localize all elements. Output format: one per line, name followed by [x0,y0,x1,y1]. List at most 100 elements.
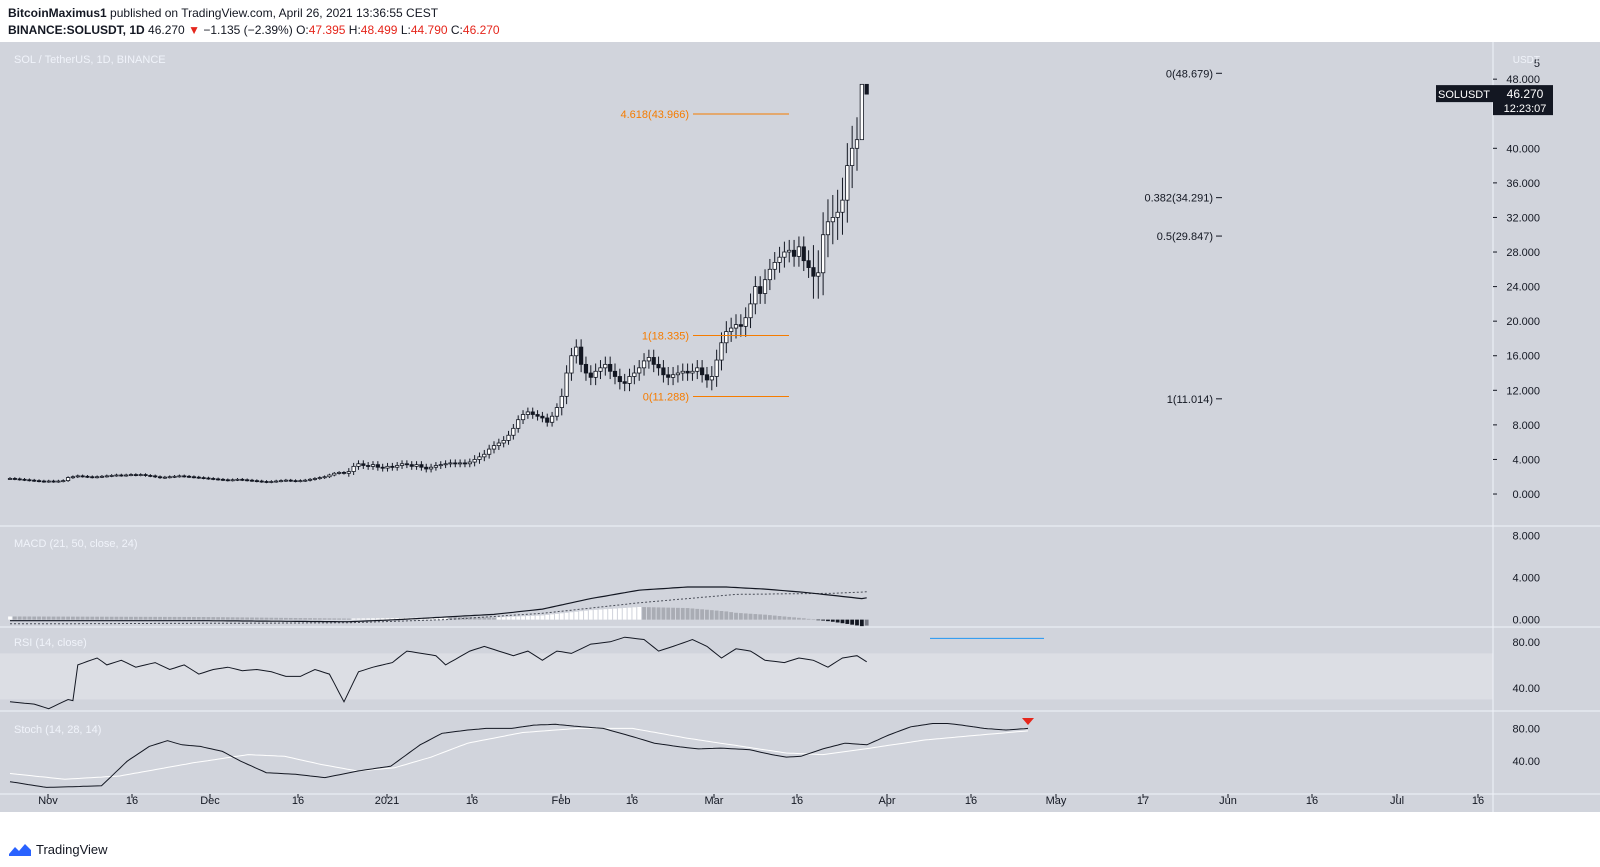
macd-pane[interactable]: MACD (21, 50, close, 24) [8,538,869,627]
macd-histogram-bar [327,618,332,620]
candle-body [201,477,206,480]
candle-body [588,372,593,378]
macd-histogram-bar [525,616,530,620]
macd-histogram-bar [690,608,695,620]
price-change: −1.135 (−2.39%) [203,23,293,37]
macd-histogram-bar [133,616,138,620]
macd-histogram-bar [550,614,554,620]
macd-histogram-bar [743,613,748,620]
candle-body [666,374,671,378]
macd-histogram-bar [516,616,521,620]
candle-body [690,370,695,374]
candle-body [850,147,855,166]
macd-histogram-bar [671,607,675,620]
macd-histogram-bar [274,617,279,620]
candle-body [414,464,419,467]
macd-histogram-bar [496,617,501,620]
macd-histogram-bar [656,607,661,620]
macd-histogram-bar [559,613,564,620]
candle-body [637,367,642,374]
publisher-name[interactable]: BitcoinMaximus1 [8,6,107,20]
candle-body [385,465,390,469]
candle-body [835,211,840,218]
fib-label: 0.382(34.291) [1145,193,1214,205]
candle-body [104,475,109,478]
candle-body [579,346,584,365]
macd-histogram-bar [322,618,327,620]
candle-body [307,478,313,481]
candle-body [7,478,13,480]
price-axis[interactable]: 0.000 4.000 8.000 12.000 16.000 20.000 24.000 2… [0,42,1600,812]
macd-histogram-bar [472,617,477,620]
macd-histogram-bar [540,615,545,620]
price-pane[interactable]: SOL / TetherUS, 1D, BINANCE 4.618(43.966)… [7,42,1222,484]
candle-body [182,475,187,478]
candle-body [864,83,869,95]
candle-body [593,370,598,378]
tradingview-logo[interactable]: TradingView [8,842,108,857]
candle-body [157,476,163,479]
macd-histogram-bar [158,616,162,620]
macd-histogram-bar [826,619,830,622]
candle-body [269,481,274,483]
candle-body [36,480,42,483]
macd-histogram-bar [676,607,680,620]
published-text: published on TradingView.com, April 26, … [110,6,439,20]
stoch-axis-label: 80.00 [1512,723,1540,735]
macd-histogram-bar [453,617,458,620]
macd-histogram-bar [37,616,41,620]
high-value: 48.499 [360,23,398,37]
time-axis-label: Apr [878,795,895,807]
time-axis[interactable]: Nov 16 Dec 16 2021 16 Feb 16 Mar 16 Apr 16 May 17 Jun 1… [38,794,1484,807]
candle-body [404,463,409,466]
candle-body [283,479,288,482]
candle-body [762,279,768,294]
candle-body [206,477,211,480]
candle-body [724,331,729,344]
macd-histogram-bar [230,617,235,620]
macd-histogram-bar [153,616,158,620]
chart-title: SOL / TetherUS, 1D, BINANCE [14,54,166,66]
candle-body [75,475,80,478]
candle-body [816,272,821,277]
macd-histogram-bar [172,616,177,620]
stoch-pane[interactable]: Stoch (14, 28, 14) [9,718,1034,788]
candle-body [186,475,192,478]
candle-body [487,448,492,455]
macd-histogram-bar [71,616,75,620]
macd-histogram-bar [617,608,622,620]
candle-body [395,465,400,468]
macd-histogram-bar [448,617,453,620]
macd-histogram-bar [801,618,806,620]
macd-histogram-bar [119,616,124,620]
chart-canvas[interactable]: SOL / TetherUS, 1D, BINANCE 4.618(43.966)… [0,42,1600,822]
candle-body [612,370,618,377]
candle-body [419,464,424,468]
candle-body [830,217,835,223]
rsi-pane[interactable]: RSI (14, close) [0,636,1493,710]
macd-histogram-bar [201,617,206,620]
macd-histogram-bar [129,616,133,620]
time-axis-label: 16 [965,795,977,807]
macd-histogram-bar [356,618,361,620]
candle-body [259,480,264,483]
macd-histogram-bar [767,615,772,620]
macd-histogram-bar [22,616,27,620]
candle-body [424,466,429,470]
macd-histogram-bar [225,617,230,620]
candle-body [574,346,579,357]
macd-histogram-bar [90,616,95,620]
candle-body [598,367,603,372]
macd-histogram-bar [400,617,404,620]
candle-body [322,476,327,479]
high-label: H: [348,23,361,37]
price-axis-label: 4.000 [1512,454,1540,466]
macd-histogram-bar [361,618,366,620]
candle-body [758,286,763,294]
candle-body [361,463,366,466]
publish-info: BitcoinMaximus1 published on TradingView… [8,6,438,20]
candle-body [646,357,651,362]
time-axis-label: 16 [292,795,304,807]
candle-body [738,324,743,327]
macd-histogram-bar [162,616,167,620]
